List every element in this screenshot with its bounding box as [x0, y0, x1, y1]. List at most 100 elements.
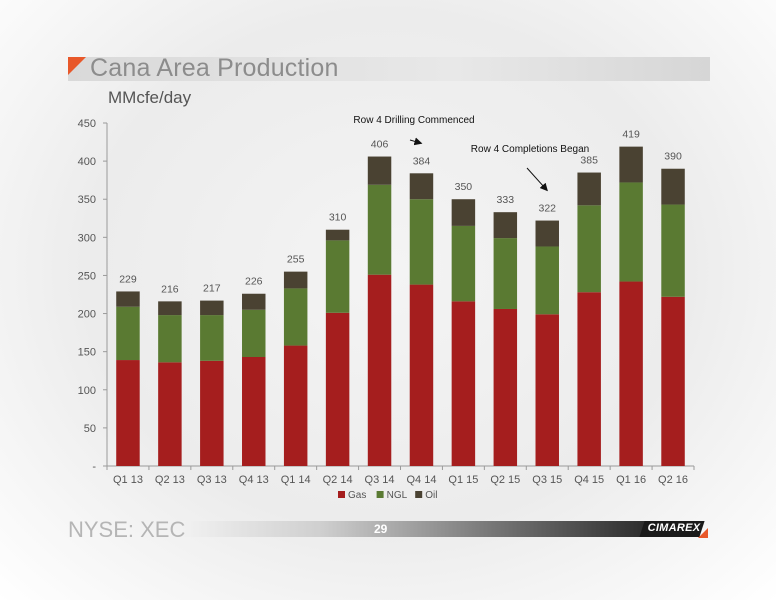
bar-ngl-q1-13: [116, 306, 140, 361]
legend-swatch-gas: [338, 491, 345, 498]
x-tick-label: Q3 14: [365, 474, 395, 486]
data-label-total: 419: [622, 129, 640, 141]
x-tick-label: Q2 13: [155, 474, 185, 486]
x-tick-label: Q2 16: [658, 474, 688, 486]
bar-oil-q2-13: [158, 301, 182, 316]
bar-gas-q2-13: [158, 362, 182, 466]
data-label-total: 406: [371, 139, 389, 151]
bar-ngl-q2-13: [158, 315, 182, 363]
bar-oil-q2-16: [661, 168, 685, 205]
x-tick-label: Q3 15: [532, 474, 562, 486]
x-tick-label: Q4 13: [239, 474, 269, 486]
x-tick-label: Q1 16: [616, 474, 646, 486]
bar-gas-q2-14: [325, 312, 350, 466]
bar-oil-q1-14: [283, 271, 308, 289]
data-label-total: 333: [497, 194, 515, 206]
bar-gas-q4-15: [577, 292, 601, 466]
bar-ngl-q3-15: [535, 246, 559, 315]
y-tick-label: 450: [78, 118, 96, 130]
data-label-total: 310: [329, 212, 347, 224]
bar-ngl-q3-14: [367, 184, 392, 275]
annotation-arrow: [526, 167, 548, 192]
bar-ngl-q4-15: [577, 205, 601, 293]
x-tick-label: Q4 14: [406, 474, 436, 486]
title-bar: [68, 57, 710, 81]
data-label-total: 229: [119, 273, 137, 285]
bar-oil-q2-14: [325, 229, 350, 241]
data-label-total: 255: [287, 254, 305, 266]
bar-oil-q1-16: [619, 146, 643, 183]
bar-ngl-q1-16: [619, 182, 643, 282]
x-tick-label: Q1 13: [113, 474, 143, 486]
bar-ngl-q2-16: [661, 204, 685, 297]
bar-oil-q1-15: [451, 199, 476, 226]
footer-ticker: NYSE: XEC: [68, 517, 186, 542]
legend-swatch-ngl: [376, 491, 384, 498]
bar-gas-q1-14: [283, 345, 308, 466]
bar-ngl-q2-14: [325, 240, 350, 313]
annotation-text: Row 4 Drilling Commenced: [353, 115, 474, 126]
bar-oil-q4-14: [409, 173, 434, 200]
y-tick-label: 200: [78, 309, 96, 321]
y-tick-label: 250: [78, 270, 96, 282]
bar-ngl-q1-14: [283, 288, 308, 346]
data-label-total: 217: [203, 283, 221, 295]
bar-oil-q3-15: [535, 220, 559, 247]
slide-title: Cana Area Production: [90, 54, 339, 82]
data-label-total: 350: [455, 181, 473, 193]
bar-ngl-q2-15: [493, 238, 518, 309]
data-label-total: 384: [413, 155, 431, 167]
bar-gas-q4-14: [409, 284, 434, 466]
bar-gas-q3-13: [200, 360, 224, 466]
bar-gas-q2-16: [661, 296, 685, 466]
y-tick-label: 150: [78, 347, 96, 359]
bar-ngl-q3-13: [200, 315, 224, 361]
y-tick-label: -: [92, 461, 96, 473]
data-label-total: 390: [664, 151, 682, 163]
bar-gas-q1-15: [451, 301, 476, 466]
annotation-arrow: [409, 137, 423, 146]
y-tick-label: 350: [78, 194, 96, 206]
x-tick-label: Q4 15: [574, 474, 604, 486]
legend-label-gas: Gas: [348, 490, 366, 501]
bar-oil-q1-13: [116, 291, 140, 307]
bar-ngl-q4-14: [409, 199, 434, 285]
bar-gas-q4-13: [242, 357, 266, 466]
x-tick-label: Q3 13: [197, 474, 227, 486]
bar-ngl-q4-13: [242, 309, 266, 358]
bar-gas-q2-15: [493, 308, 518, 466]
x-tick-label: Q1 15: [448, 474, 478, 486]
data-label-total: 322: [538, 203, 556, 215]
bar-gas-q1-13: [116, 360, 140, 466]
annotation-text: Row 4 Completions Began: [471, 144, 589, 155]
x-tick-label: Q2 15: [490, 474, 520, 486]
cimarex-logo-text: CIMAREX: [647, 522, 701, 534]
x-tick-label: Q2 14: [323, 474, 353, 486]
slide-subtitle: MMcfe/day: [108, 88, 192, 107]
data-label-total: 385: [580, 155, 598, 167]
y-tick-label: 300: [78, 232, 96, 244]
bar-gas-q3-14: [367, 274, 392, 466]
x-tick-label: Q1 14: [281, 474, 311, 486]
logo-accent-triangle: [698, 528, 708, 538]
title-accent-triangle: [68, 57, 86, 75]
footer-bar: [180, 521, 650, 537]
y-tick-label: 400: [78, 156, 96, 168]
legend-swatch-oil: [415, 491, 423, 498]
bar-oil-q2-15: [493, 212, 518, 239]
legend-label-ngl: NGL: [387, 490, 408, 501]
bar-gas-q1-16: [619, 281, 643, 466]
bar-ngl-q1-15: [451, 225, 476, 302]
bar-oil-q4-13: [242, 293, 266, 310]
data-label-total: 226: [245, 276, 263, 288]
page-number: 29: [374, 522, 388, 536]
legend-label-oil: Oil: [425, 490, 437, 501]
y-tick-label: 100: [78, 385, 96, 397]
data-label-total: 216: [161, 283, 179, 295]
bar-oil-q4-15: [577, 172, 601, 206]
bar-gas-q3-15: [535, 314, 559, 466]
y-tick-label: 50: [84, 423, 96, 435]
bar-oil-q3-13: [200, 300, 224, 316]
bar-oil-q3-14: [367, 156, 392, 185]
